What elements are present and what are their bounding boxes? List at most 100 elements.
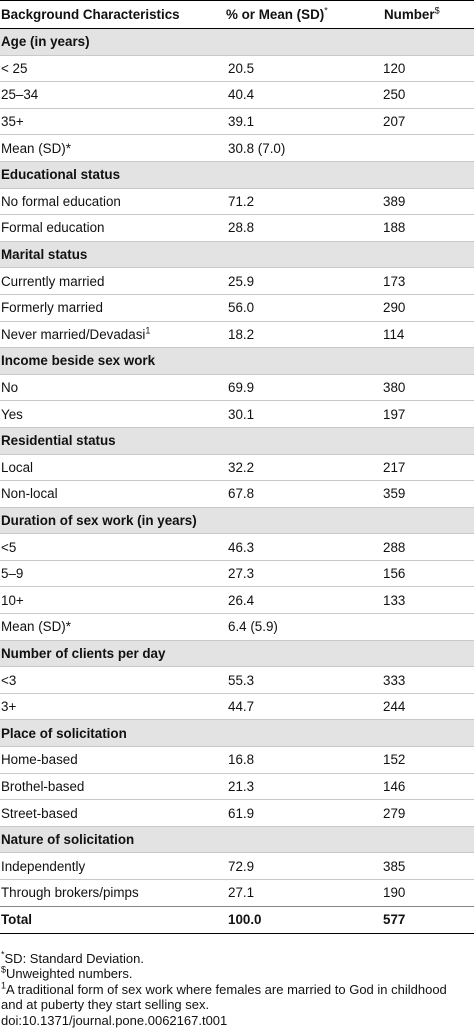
table-row: < 25 20.5 120 [0,54,474,82]
row-label: Non-local [0,480,225,508]
row-number: 133 [383,586,474,614]
row-number: 197 [383,400,474,428]
row-number: 250 [383,81,474,109]
row-label: <3 [0,666,225,694]
row-number: 188 [383,214,474,242]
row-number: 359 [383,480,474,508]
footnote-line: and at puberty they start selling sex. [1,997,210,1013]
row-label: Mean (SD)* [0,613,225,641]
row-value: 71.2 [225,187,383,215]
section-header-row: Age (in years) [0,28,474,56]
row-value: 6.4 (5.9) [225,613,383,641]
row-number: 152 [383,746,474,774]
row-number: 190 [383,879,474,907]
table-body: Age (in years) < 25 20.5 120 25–34 40.4 250 35+… [0,28,474,907]
table-row: No formal education 71.2 389 [0,187,474,215]
section-header-row: Educational status [0,160,474,189]
row-value: 27.3 [225,559,383,587]
footnote-mark: $ [1,964,7,975]
footnote-line: $Unweighted numbers. [1,964,133,982]
row-label: Never married/Devadasi1 [0,320,225,348]
row-value: 40.4 [225,81,383,109]
row-number: 207 [383,107,474,135]
section-title: Place of solicitation [0,719,474,747]
row-number: 288 [383,533,474,561]
table-row: Non-local 67.8 359 [0,480,474,508]
section-header-row: Nature of solicitation [0,825,474,853]
row-value: 25.9 [225,267,383,295]
row-label: <5 [0,533,225,561]
row-label: 5–9 [0,559,225,587]
row-label: Independently [0,852,225,880]
row-label: < 25 [0,54,225,82]
footnote-mark: 1 [1,980,7,991]
table-row: Never married/Devadasi1 18.2 114 [0,320,474,348]
table-row: 5–9 27.3 156 [0,559,474,587]
row-value: 61.9 [225,799,383,827]
row-number: 385 [383,852,474,880]
row-value: 67.8 [225,480,383,508]
row-value: 30.8 (7.0) [225,134,383,162]
row-value: 39.1 [225,107,383,135]
row-value: 69.9 [225,373,383,401]
table-row: Brothel-based 21.3 146 [0,772,474,800]
table-row: 25–34 40.4 250 [0,81,474,109]
row-label: Home-based [0,746,225,774]
row-value: 56.0 [225,293,383,322]
footnote-line: doi:10.1371/journal.pone.0062167.t001 [1,1012,228,1028]
row-label: Yes [0,400,225,428]
footnote-marker: 1 [145,325,151,336]
row-label: No [0,373,225,401]
footnote-line: *SD: Standard Deviation. [1,949,144,966]
row-label: Local [0,453,225,481]
header-characteristics: Background Characteristics [0,0,225,29]
row-number [383,134,474,162]
row-value: 28.8 [225,214,383,242]
row-value: 18.2 [225,320,383,348]
section-title: Marital status [0,240,474,268]
section-title: Duration of sex work (in years) [0,506,474,534]
row-number: 333 [383,666,474,694]
section-title: Income beside sex work [0,347,474,375]
row-label: Currently married [0,267,225,295]
row-label: Street-based [0,799,225,827]
row-number: 156 [383,559,474,587]
table-row: No 69.9 380 [0,373,474,401]
row-number: 217 [383,453,474,481]
row-label: Mean (SD)* [0,134,225,162]
row-value: 16.8 [225,746,383,774]
section-header-row: Marital status [0,240,474,268]
table-row: Through brokers/pimps 27.1 190 [0,879,474,907]
row-value: 27.1 [225,879,383,907]
table-row: Yes 30.1 197 [0,400,474,428]
table-row: Street-based 61.9 279 [0,799,474,827]
header-percent-mean: % or Mean (SD)* [225,0,383,29]
row-number: 279 [383,799,474,827]
section-title: Nature of solicitation [0,825,474,853]
row-value: 26.4 [225,586,383,614]
section-title: Number of clients per day [0,639,474,667]
row-value: 55.3 [225,666,383,694]
table-row: <5 46.3 288 [0,533,474,561]
row-label: Formal education [0,214,225,242]
section-title: Residential status [0,426,474,454]
row-number: 244 [383,692,474,720]
row-label: 3+ [0,692,225,720]
footnote-mark: * [1,949,5,960]
characteristics-table: Background Characteristics % or Mean (SD… [0,0,474,934]
footnotes: *SD: Standard Deviation. $Unweighted numb… [0,934,474,1028]
row-number: 120 [383,54,474,82]
section-header-row: Place of solicitation [0,719,474,747]
row-number: 114 [383,320,474,348]
table-row: Home-based 16.8 152 [0,746,474,774]
header-number: Number$ [383,0,474,29]
row-value: 72.9 [225,852,383,880]
table-row: Independently 72.9 385 [0,852,474,880]
section-header-row: Residential status [0,426,474,454]
total-row: Total 100.0 577 [0,905,474,934]
header-row: Background Characteristics % or Mean (SD… [0,0,474,29]
row-label: 35+ [0,107,225,135]
table-row: Mean (SD)* 6.4 (5.9) [0,613,474,641]
row-label: Formerly married [0,293,225,322]
total-number: 577 [383,905,474,934]
